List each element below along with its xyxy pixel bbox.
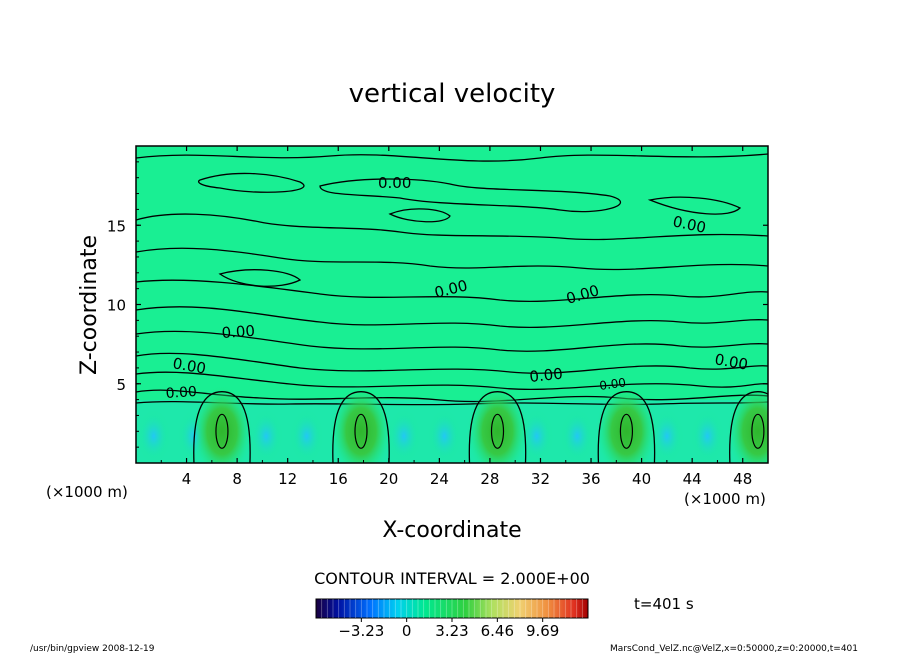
y-tick-label: 5 [116,376,126,394]
x-tick-label: 32 [531,470,550,488]
downdraft-patch [520,410,553,463]
updraft-cell [596,385,657,463]
x-axis-label: X-coordinate [382,518,521,543]
x-tick-label: 28 [480,470,499,488]
contour-line [136,279,768,303]
x-tick-label: 8 [232,470,242,488]
colorbar-tick-label: 0 [402,622,412,640]
x-tick-label: 12 [278,470,297,488]
contour-line [218,269,302,287]
contour-label: 0.00 [713,350,749,374]
contour-line [136,247,768,271]
x-tick-label: 16 [329,470,348,488]
x-unit-right: (×1000 m) [684,490,766,508]
updraft-cell [467,385,528,463]
updraft-contour [597,391,656,463]
updraft-core-contour [751,413,765,449]
colorbar-tick-label: −3.23 [338,622,384,640]
footer-left: /usr/bin/gpview 2008-12-19 [30,644,155,654]
contour-label: 0.00 [378,174,411,192]
downdraft-patch [561,410,594,463]
contour-line [197,172,305,193]
contour-label: 0.00 [221,322,256,342]
downdraft-patch [250,410,283,463]
downdraft-patch [650,410,683,463]
contour-line [136,153,768,162]
x-tick-label: 24 [430,470,449,488]
downdraft-patch [387,410,420,463]
colorbar-ticks: −3.23 0 3.23 6.46 9.69 [338,618,559,640]
y-axis-label: Z-coordinate [77,235,102,375]
colorbar-tick-label: 6.46 [481,622,514,640]
updraft-contour [729,391,768,463]
updraft-contour [193,391,251,463]
updraft-core-contour [215,413,229,449]
updraft-cell [331,385,391,463]
x-tick-label: 20 [379,470,398,488]
contour-line [647,196,742,215]
updraft-core-contour [619,413,634,449]
updraft-cells [191,385,768,463]
x-tick-label: 44 [683,470,702,488]
x-tick-label: 48 [733,470,752,488]
contour-line [319,178,621,213]
updraft-contour [468,391,527,463]
contour-label: 0.00 [171,354,207,378]
y-tick-label: 10 [107,297,126,315]
colorbar-tick-label: 3.23 [435,622,468,640]
updraft-cell [191,385,252,463]
contour-line [388,208,451,223]
contour-line [136,213,768,241]
downdraft-patch [290,410,323,463]
contour-label: 0.00 [165,384,197,402]
x-unit-left: (×1000 m) [46,483,128,501]
contour-label: 0.00 [529,365,564,386]
updraft-core-contour [354,413,368,449]
x-axis: 4 8 12 16 20 24 28 32 36 40 44 48 [160,146,752,488]
contour-line [136,371,768,390]
x-tick-label: 40 [632,470,651,488]
colorbar-segments [321,599,583,618]
downdraft-patch [691,410,724,463]
contour-interval: CONTOUR INTERVAL = 2.000E+00 [314,569,590,588]
contour-line [136,330,768,352]
contour-line [136,352,768,374]
downdraft-patch [428,410,461,463]
x-tick-label: 4 [182,470,192,488]
footer-right: MarsCond_VelZ.nc@VelZ,x=0:50000,z=0:2000… [610,644,858,654]
contour-lines [136,153,768,406]
y-tick-label: 15 [107,217,126,235]
time-label: t=401 s [634,595,694,613]
updraft-core-contour [490,413,505,449]
contour-label: 0.00 [598,375,626,393]
downdraft-patch [137,410,170,463]
contour-line [136,306,768,329]
chart-title: vertical velocity [349,79,556,109]
y-axis: 5 10 15 [107,161,768,448]
updraft-contour [332,391,390,463]
colorbar-tick-label: 9.69 [526,622,559,640]
x-tick-label: 36 [581,470,600,488]
